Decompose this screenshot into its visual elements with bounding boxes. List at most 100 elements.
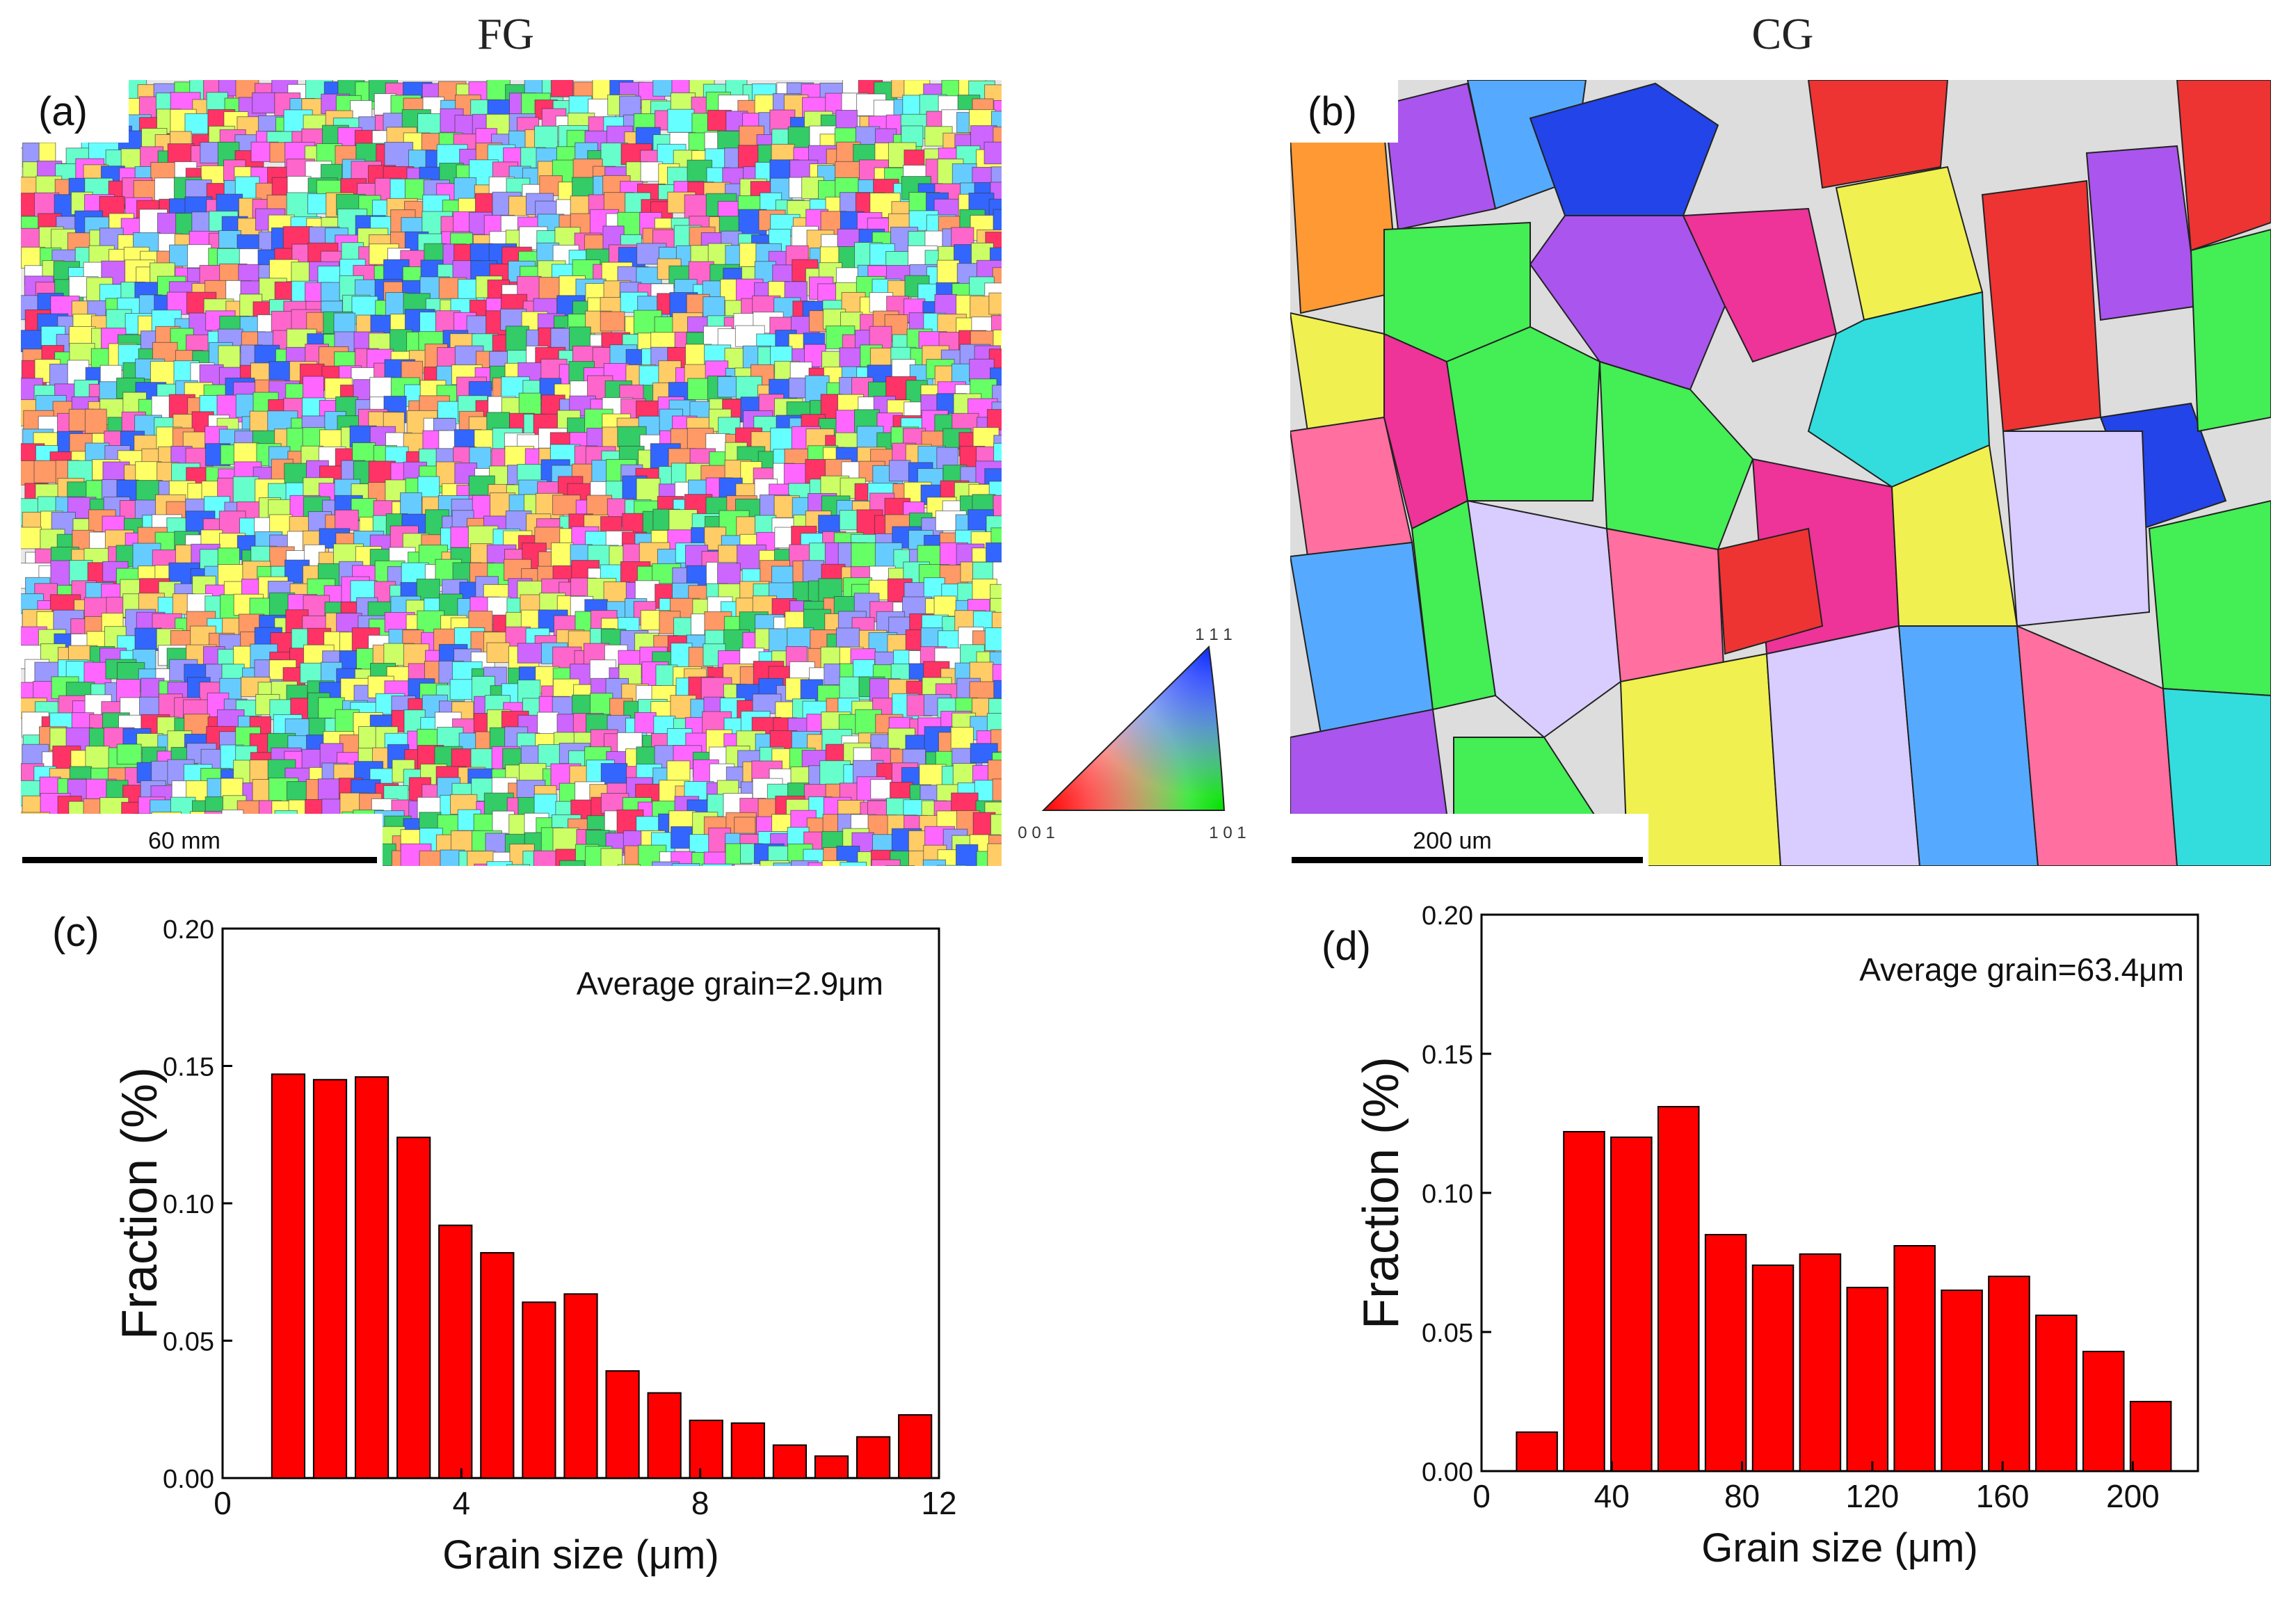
fg-grain xyxy=(853,868,883,890)
ytick-label: 0.05 xyxy=(1422,1319,1473,1348)
ytick-label: 0.05 xyxy=(163,1328,214,1357)
bar-d-3 xyxy=(1657,1106,1700,1472)
panel-label-c: (c) xyxy=(52,910,99,955)
fg-grain xyxy=(426,867,456,888)
fg-grain xyxy=(356,869,385,888)
fg-grain xyxy=(851,542,876,568)
annotation-d: Average grain=63.4μm xyxy=(1859,952,2184,988)
bar-d-12 xyxy=(2082,1351,2125,1472)
bar-d-1 xyxy=(1563,1131,1605,1472)
fg-grain xyxy=(67,869,97,892)
fg-grain xyxy=(990,814,1002,840)
cg-grain-pink xyxy=(2016,625,2178,866)
fg-grain xyxy=(936,865,968,866)
xtick-label: 12 xyxy=(921,1485,956,1521)
cg-grain-lavender xyxy=(1765,625,1921,866)
cg-grain-yellow xyxy=(1619,652,1782,866)
fg-grain xyxy=(984,141,1002,165)
ipf-label-001: 0 0 1 xyxy=(1018,824,1054,842)
fg-grain xyxy=(701,863,733,866)
fg-grain xyxy=(666,760,691,783)
fg-grain xyxy=(136,868,157,892)
fg-grain xyxy=(252,92,275,114)
ytick-label: 0.00 xyxy=(163,1465,214,1494)
bar-c-13 xyxy=(814,1455,849,1479)
fg-grain xyxy=(589,693,613,717)
fg-grain xyxy=(84,408,107,434)
bar-d-0 xyxy=(1516,1431,1558,1472)
bar-c-12 xyxy=(772,1444,808,1479)
panel-label-a: (a) xyxy=(38,89,88,134)
ipf-color-key xyxy=(1041,645,1226,811)
fg-grain xyxy=(518,392,542,415)
fg-grain xyxy=(667,109,695,133)
fg-grain xyxy=(993,680,1002,707)
fg-grain xyxy=(417,113,443,135)
fg-grain xyxy=(319,862,351,866)
fg-grain xyxy=(933,595,957,617)
scalebar-a-label: 60 mm xyxy=(148,828,220,854)
histogram-cg: 0 40 80 120 160 200 0.00 0.05 0.10 0.15 0.20 xyxy=(1422,901,2199,1514)
bar-d-9 xyxy=(1941,1290,1983,1472)
xtick-label: 80 xyxy=(1724,1478,1760,1514)
fg-grain xyxy=(233,442,259,464)
ipf-label-101: 1 0 1 xyxy=(1209,824,1246,842)
fg-grain xyxy=(238,869,259,897)
fg-grain xyxy=(451,868,479,888)
fg-grain xyxy=(922,859,946,866)
cg-grain-green xyxy=(2190,228,2271,433)
bar-d-6 xyxy=(1799,1253,1842,1472)
cg-grain-red xyxy=(1981,179,2102,433)
fg-grain xyxy=(901,867,931,894)
fg-grain xyxy=(21,330,45,353)
fg-grain xyxy=(550,80,574,97)
cg-grain-yellow xyxy=(1890,444,2018,627)
fg-grain xyxy=(85,746,110,770)
fg-grain xyxy=(291,869,316,897)
cg-grain-red xyxy=(2176,80,2271,252)
fg-grain xyxy=(604,869,625,895)
fg-grain xyxy=(275,862,305,866)
fg-grain xyxy=(993,495,1002,521)
bar-d-2 xyxy=(1610,1137,1653,1472)
panel-a-label-bg xyxy=(21,80,129,143)
ytick-label: 0.10 xyxy=(163,1190,214,1219)
fg-grain xyxy=(385,869,413,891)
bar-d-5 xyxy=(1751,1265,1795,1472)
fg-grain xyxy=(552,495,581,515)
fg-grain xyxy=(617,864,641,866)
fg-grain xyxy=(337,863,362,866)
fg-grain xyxy=(808,862,833,866)
fg-grain xyxy=(524,868,552,890)
fg-grain xyxy=(993,442,1002,465)
bar-c-3 xyxy=(396,1137,431,1479)
fg-grain xyxy=(787,627,814,648)
cg-header: CG xyxy=(1752,9,1814,58)
fg-grain xyxy=(934,294,957,316)
bar-d-11 xyxy=(2035,1315,2078,1472)
cg-grain-green xyxy=(1411,499,1497,711)
cg-grain-orange xyxy=(1290,131,1399,314)
fg-grain xyxy=(718,867,744,890)
fg-grain xyxy=(21,527,42,549)
bar-d-10 xyxy=(1988,1276,2030,1472)
bar-c-9 xyxy=(647,1392,682,1479)
ytick-label: 0.00 xyxy=(1422,1458,1473,1487)
fg-grain xyxy=(840,861,867,866)
fg-grain xyxy=(885,865,915,866)
bar-c-10 xyxy=(689,1420,723,1479)
scalebar-b xyxy=(1292,857,1643,863)
fg-grain xyxy=(993,209,1002,236)
fg-grain xyxy=(992,778,1002,802)
cg-grain-green xyxy=(1445,326,1601,501)
bar-d-13 xyxy=(2129,1401,2172,1472)
fg-grain xyxy=(988,292,1002,315)
fg-grain xyxy=(652,861,680,866)
xtick-label: 120 xyxy=(1845,1478,1899,1514)
ytick-label: 0.15 xyxy=(1422,1041,1473,1070)
fg-grain xyxy=(203,868,231,890)
fg-grain xyxy=(219,865,241,866)
fg-grain xyxy=(317,778,343,801)
cg-grain-red xyxy=(1717,527,1824,655)
fg-grain xyxy=(486,861,513,866)
